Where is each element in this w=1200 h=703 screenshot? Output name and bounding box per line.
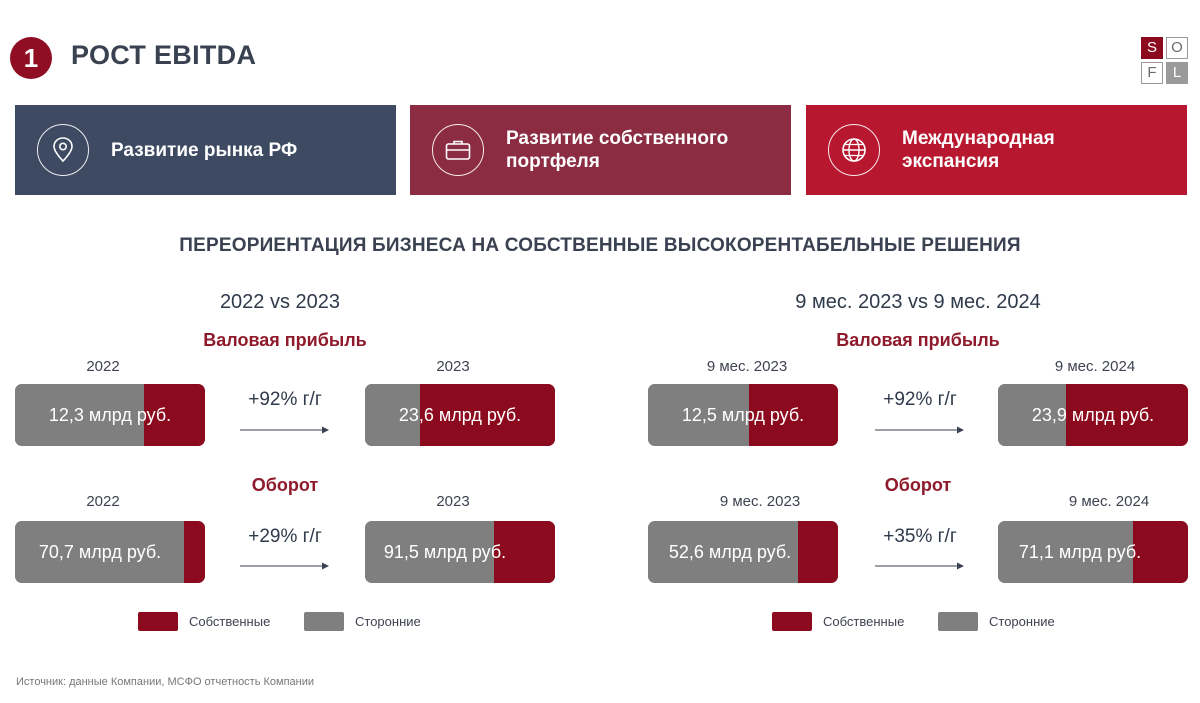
section-number-badge: 1 <box>10 37 52 79</box>
growth-label: +35% г/г <box>883 526 957 547</box>
growth-label: +92% г/г <box>883 389 957 410</box>
panel-title: 2022 vs 2023 <box>219 291 341 313</box>
bar-turnover-9m-2024 <box>998 521 1188 583</box>
bar-segment-third-party <box>365 521 495 583</box>
year-label: 9 мес. 2024 <box>1068 493 1150 510</box>
bar-turnover-9m-2023 <box>648 521 838 583</box>
arrow-right-icon <box>240 426 329 434</box>
growth-label: +92% г/г <box>248 389 322 410</box>
bar-segment-own <box>184 521 205 583</box>
legend-label-third-party: Сторонние <box>355 614 421 629</box>
year-label: 9 мес. 2023 <box>706 358 788 375</box>
bar-gross-profit-2023 <box>365 384 555 446</box>
bar-segment-own <box>748 384 838 446</box>
briefcase-icon <box>432 124 484 176</box>
legend-label-own: Собственные <box>823 614 905 629</box>
legend-swatch-own <box>772 612 812 631</box>
bar-value-label: 12,5 млрд руб. <box>681 405 805 425</box>
legend-swatch-own <box>138 612 178 631</box>
bar-value-label: 70,7 млрд руб. <box>38 542 162 562</box>
source-footnote: Источник: данные Компании, МСФО отчетнос… <box>16 676 315 688</box>
arrow-right-icon <box>875 426 964 434</box>
bar-segment-third-party <box>15 384 145 446</box>
card-russia-market: Развитие рынка РФ <box>15 105 396 195</box>
bar-segment-third-party <box>648 384 749 446</box>
bar-segment-third-party <box>365 384 421 446</box>
card-label: Развитие рынка РФ <box>111 139 298 161</box>
bar-gross-profit-9m-2024 <box>998 384 1188 446</box>
bar-value-label: 91,5 млрд руб. <box>383 542 507 562</box>
bar-value-label: 23,9 млрд руб. <box>1031 405 1155 425</box>
bar-segment-own <box>420 384 555 446</box>
card-label: Развитие собственного портфеля <box>506 128 729 172</box>
card-international-expansion: Международная экспансия <box>806 105 1187 195</box>
logo-letter-f: F <box>1141 62 1163 84</box>
location-pin-icon <box>37 124 89 176</box>
sofl-logo: S O F L <box>1141 37 1188 84</box>
bar-segment-third-party <box>998 384 1067 446</box>
year-label: 2022 <box>86 493 120 510</box>
bar-gross-profit-2022 <box>15 384 205 446</box>
card-own-portfolio: Развитие собственного портфеля <box>410 105 791 195</box>
bar-value-label: 12,3 млрд руб. <box>48 405 172 425</box>
year-label: 2023 <box>436 358 470 375</box>
year-label: 9 мес. 2023 <box>719 493 801 510</box>
legend-label-third-party: Сторонние <box>989 614 1055 629</box>
legend-swatch-third-party <box>938 612 978 631</box>
bar-segment-own <box>1066 384 1188 446</box>
metric-title-gross-profit: Валовая прибыль <box>203 330 367 350</box>
card-label: Международная экспансия <box>902 128 1055 172</box>
year-label: 2022 <box>86 358 120 375</box>
metric-title-turnover: Оборот <box>884 475 952 495</box>
legend-label-own: Собственные <box>189 614 271 629</box>
bar-segment-third-party <box>648 521 799 583</box>
logo-letter-s: S <box>1141 37 1163 59</box>
bar-value-label: 71,1 млрд руб. <box>1018 542 1142 562</box>
panel-title: 9 мес. 2023 vs 9 мес. 2024 <box>795 291 1041 313</box>
page-title: РОСТ EBITDA <box>71 40 257 70</box>
arrow-right-icon <box>875 562 964 570</box>
bar-segment-own <box>1132 521 1188 583</box>
growth-label: +29% г/г <box>248 526 322 547</box>
bar-value-label: 23,6 млрд руб. <box>398 405 522 425</box>
bar-segment-own <box>144 384 205 446</box>
arrow-right-icon <box>240 562 329 570</box>
bar-turnover-2022 <box>15 521 205 583</box>
bar-turnover-2023 <box>365 521 555 583</box>
logo-letter-o: O <box>1166 37 1188 59</box>
section-heading: ПЕРЕОРИЕНТАЦИЯ БИЗНЕСА НА СОБСТВЕННЫЕ ВЫ… <box>179 235 1021 256</box>
bar-segment-own <box>798 521 838 583</box>
metric-title-gross-profit: Валовая прибыль <box>836 330 1000 350</box>
bar-segment-third-party <box>15 521 185 583</box>
logo-letter-l: L <box>1166 62 1188 84</box>
year-label: 2023 <box>436 493 470 510</box>
bar-segment-third-party <box>998 521 1133 583</box>
year-label: 9 мес. 2024 <box>1054 358 1136 375</box>
metric-title-turnover: Оборот <box>251 475 319 495</box>
globe-icon <box>828 124 880 176</box>
bar-gross-profit-9m-2023 <box>648 384 838 446</box>
bar-segment-own <box>494 521 555 583</box>
legend-swatch-third-party <box>304 612 344 631</box>
bar-value-label: 52,6 млрд руб. <box>668 542 792 562</box>
